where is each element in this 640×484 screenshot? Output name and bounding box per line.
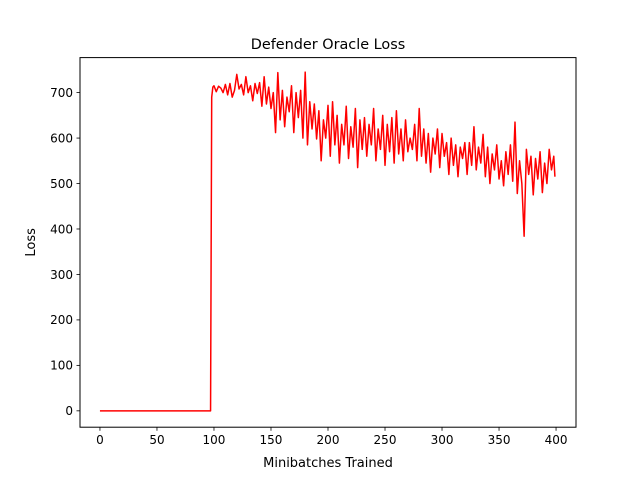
y-tick-label: 600 [50,131,73,145]
x-tick-label: 100 [203,433,226,447]
y-tick-label: 100 [50,359,73,373]
x-tick-label: 350 [488,433,511,447]
y-tick-label: 700 [50,86,73,100]
x-tick-label: 200 [317,433,340,447]
loss-series-line [99,71,556,412]
x-tick-label: 400 [545,433,568,447]
x-tick-label: 250 [374,433,397,447]
chart-title: Defender Oracle Loss [251,37,405,53]
x-axis: 0 50 100 150 200 250 300 350 400 [96,427,567,447]
y-tick-label: 500 [50,177,73,191]
y-tick-label: 0 [65,404,73,418]
x-axis-label: Minibatches Trained [263,456,393,471]
y-tick-label: 300 [50,268,73,282]
x-tick-label: 0 [96,433,104,447]
y-tick-label: 400 [50,222,73,236]
y-axis-label: Loss [24,228,39,257]
x-tick-label: 300 [431,433,454,447]
y-tick-label: 200 [50,313,73,327]
x-tick-label: 150 [260,433,283,447]
x-tick-label: 50 [149,433,164,447]
y-axis: 0 100 200 300 400 500 600 700 [50,86,80,418]
